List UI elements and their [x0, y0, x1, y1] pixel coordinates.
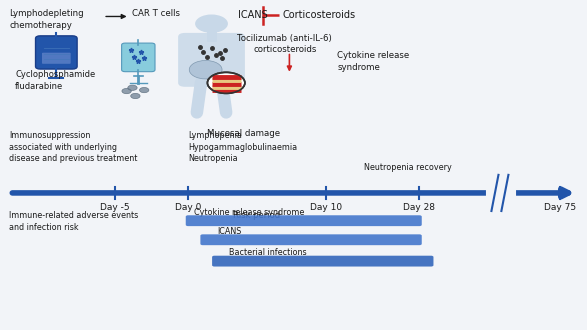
- FancyBboxPatch shape: [178, 33, 245, 87]
- Text: Day 28: Day 28: [403, 203, 436, 212]
- Text: Tocilizumab (anti-IL-6)
corticosteroids: Tocilizumab (anti-IL-6) corticosteroids: [237, 34, 332, 54]
- Text: ICANS: ICANS: [238, 11, 268, 20]
- FancyBboxPatch shape: [42, 53, 70, 64]
- Circle shape: [195, 15, 228, 33]
- Circle shape: [207, 72, 245, 93]
- Circle shape: [189, 60, 222, 79]
- Text: CAR T cells: CAR T cells: [133, 9, 180, 18]
- FancyBboxPatch shape: [212, 256, 433, 267]
- Text: Day 75: Day 75: [544, 203, 576, 212]
- Text: Day -5: Day -5: [100, 203, 130, 212]
- Text: Mucosal damage: Mucosal damage: [207, 129, 280, 138]
- Text: ICANS: ICANS: [217, 227, 242, 236]
- Text: Immune-related adverse events
and infection risk: Immune-related adverse events and infect…: [9, 211, 139, 232]
- Text: Day 0: Day 0: [175, 203, 201, 212]
- Text: Day 10: Day 10: [310, 203, 342, 212]
- Text: Risk period: Risk period: [233, 211, 280, 220]
- Text: Lymphopenia
Hypogammaglobulinaemia
Neutropenia: Lymphopenia Hypogammaglobulinaemia Neutr…: [188, 131, 297, 163]
- Text: Cytokine release
syndrome: Cytokine release syndrome: [338, 51, 410, 72]
- Text: Bacterial infections: Bacterial infections: [229, 248, 307, 257]
- FancyBboxPatch shape: [185, 215, 421, 226]
- Circle shape: [128, 85, 137, 90]
- Text: Lymphodepleting
chemotherapy: Lymphodepleting chemotherapy: [9, 9, 84, 30]
- FancyBboxPatch shape: [36, 36, 77, 69]
- Text: Corticosteroids: Corticosteroids: [283, 11, 356, 20]
- FancyBboxPatch shape: [122, 43, 155, 72]
- Circle shape: [122, 88, 131, 94]
- Text: Immunosuppression
associated with underlying
disease and previous treatment: Immunosuppression associated with underl…: [9, 131, 138, 163]
- Circle shape: [131, 93, 140, 99]
- FancyBboxPatch shape: [200, 234, 421, 245]
- Text: Neutropenia recovery: Neutropenia recovery: [364, 163, 451, 172]
- Circle shape: [140, 87, 149, 93]
- Text: Cyclophosphamide
fludarabine: Cyclophosphamide fludarabine: [15, 70, 96, 90]
- Text: Cytokine release syndrome: Cytokine release syndrome: [194, 208, 304, 216]
